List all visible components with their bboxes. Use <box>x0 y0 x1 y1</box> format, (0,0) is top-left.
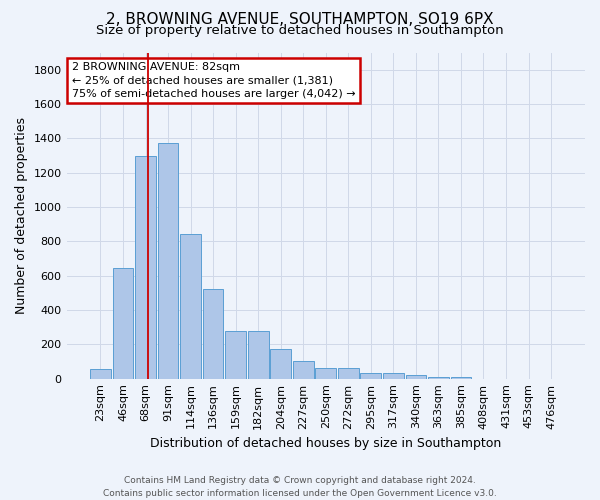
Bar <box>383 372 404 378</box>
Bar <box>225 332 246 378</box>
Bar <box>293 360 314 378</box>
Bar <box>428 377 449 378</box>
Bar <box>158 144 178 378</box>
Bar <box>180 234 201 378</box>
Text: 2 BROWNING AVENUE: 82sqm
← 25% of detached houses are smaller (1,381)
75% of sem: 2 BROWNING AVENUE: 82sqm ← 25% of detach… <box>72 62 355 98</box>
Bar <box>135 156 156 378</box>
Text: 2, BROWNING AVENUE, SOUTHAMPTON, SO19 6PX: 2, BROWNING AVENUE, SOUTHAMPTON, SO19 6P… <box>106 12 494 28</box>
Bar <box>90 369 111 378</box>
Bar <box>248 332 269 378</box>
X-axis label: Distribution of detached houses by size in Southampton: Distribution of detached houses by size … <box>150 437 502 450</box>
Bar <box>451 377 472 378</box>
Bar <box>203 288 223 378</box>
Bar <box>271 348 291 378</box>
Bar <box>316 368 336 378</box>
Bar <box>338 368 359 378</box>
Y-axis label: Number of detached properties: Number of detached properties <box>15 117 28 314</box>
Bar <box>406 375 426 378</box>
Text: Size of property relative to detached houses in Southampton: Size of property relative to detached ho… <box>96 24 504 37</box>
Bar <box>361 372 381 378</box>
Text: Contains HM Land Registry data © Crown copyright and database right 2024.
Contai: Contains HM Land Registry data © Crown c… <box>103 476 497 498</box>
Bar <box>113 268 133 378</box>
